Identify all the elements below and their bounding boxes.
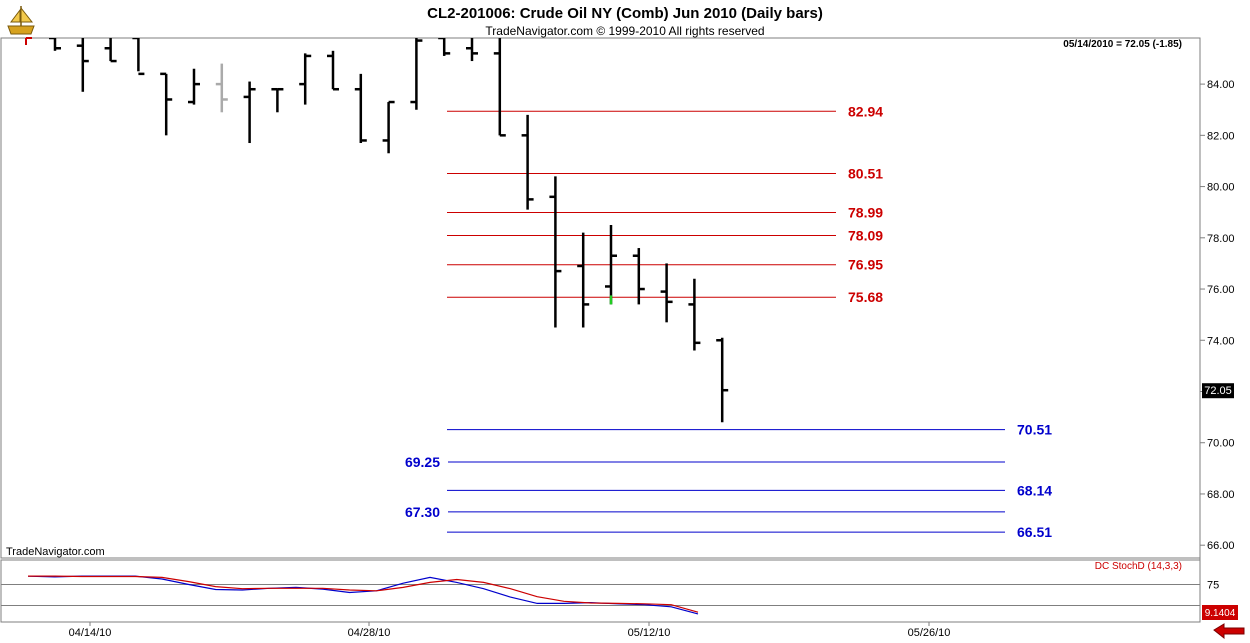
level-label-resistance: 76.95	[848, 257, 883, 273]
indicator-name: DC StochD (14,3,3)	[1095, 561, 1182, 572]
ohlc-bar	[466, 38, 478, 62]
ohlc-bar	[132, 38, 145, 76]
ohlc-bar	[410, 38, 423, 110]
ohlc-bar	[660, 263, 673, 323]
indicator-value-label: 9.1404	[1205, 608, 1236, 619]
last-quote-text: 05/14/2010 = 72.05 (-1.85)	[1063, 39, 1182, 50]
level-label-support: 69.25	[405, 454, 440, 470]
ohlc-bar	[382, 100, 395, 154]
copyright-text: TradeNavigator.com © 1999-2010 All right…	[485, 24, 764, 38]
y-tick-label: 80.00	[1207, 182, 1235, 194]
level-label-support: 68.14	[1017, 482, 1052, 498]
level-label-resistance: 78.99	[848, 204, 883, 220]
ohlc-bar	[493, 38, 506, 137]
y-tick-label: 70.00	[1207, 438, 1235, 450]
x-tick-label: 04/28/10	[348, 627, 391, 639]
ohlc-bar	[271, 87, 284, 113]
level-label-support: 67.30	[405, 504, 440, 520]
level-label-resistance: 75.68	[848, 289, 883, 305]
scroll-left-arrow-icon[interactable]	[1213, 623, 1245, 640]
indicator-value-badge	[1202, 605, 1238, 620]
ohlc-bar	[577, 232, 590, 328]
current-price-label: 72.05	[1204, 385, 1232, 397]
trade-navigator-ship-icon	[7, 6, 35, 35]
y-tick-label: 78.00	[1207, 233, 1235, 245]
ohlc-bar	[549, 176, 562, 328]
ohlc-bar	[215, 63, 228, 113]
x-tick-label: 05/12/10	[628, 627, 671, 639]
y-tick-label: 74.00	[1207, 335, 1235, 347]
x-tick-label: 05/26/10	[908, 627, 951, 639]
ohlc-bar	[438, 38, 451, 56]
y-tick-label: 82.00	[1207, 130, 1235, 142]
ohlc-bar	[104, 38, 117, 63]
current-price-badge	[1202, 383, 1234, 399]
ohlc-bar	[243, 81, 256, 144]
ohlc-bar	[160, 72, 173, 136]
y-tick-label: 66.00	[1207, 540, 1235, 552]
y-tick-label: 68.00	[1207, 489, 1235, 501]
ohlc-bar	[521, 114, 534, 210]
ohlc-bar	[354, 73, 367, 144]
ohlc-bar	[327, 50, 339, 91]
price-panel-frame	[0, 37, 1201, 559]
level-label-resistance: 80.51	[848, 166, 883, 182]
chart-title: CL2-201006: Crude Oil NY (Comb) Jun 2010…	[427, 5, 823, 22]
ohlc-bar	[49, 38, 61, 51]
x-tick-label: 04/14/10	[69, 627, 112, 639]
indicator-tick-label: 75	[1207, 580, 1219, 592]
level-label-support: 70.51	[1017, 422, 1052, 438]
level-label-support: 66.51	[1017, 524, 1052, 540]
ohlc-bar	[188, 68, 200, 105]
stochastic-line-d	[28, 575, 699, 613]
ohlc-bar	[688, 278, 701, 351]
level-label-resistance: 78.09	[848, 227, 883, 243]
ohlc-bar	[632, 248, 645, 305]
ohlc-bar	[605, 224, 617, 305]
y-tick-label: 76.00	[1207, 284, 1235, 296]
ohlc-bar	[716, 337, 729, 423]
period-marker-icon	[25, 37, 32, 45]
level-label-resistance: 82.94	[848, 103, 883, 119]
ohlc-bar	[299, 53, 312, 105]
y-tick-label: 84.00	[1207, 79, 1235, 91]
ohlc-bar	[76, 38, 89, 92]
watermark-text: TradeNavigator.com	[6, 546, 105, 558]
indicator-panel-frame	[0, 559, 1201, 623]
